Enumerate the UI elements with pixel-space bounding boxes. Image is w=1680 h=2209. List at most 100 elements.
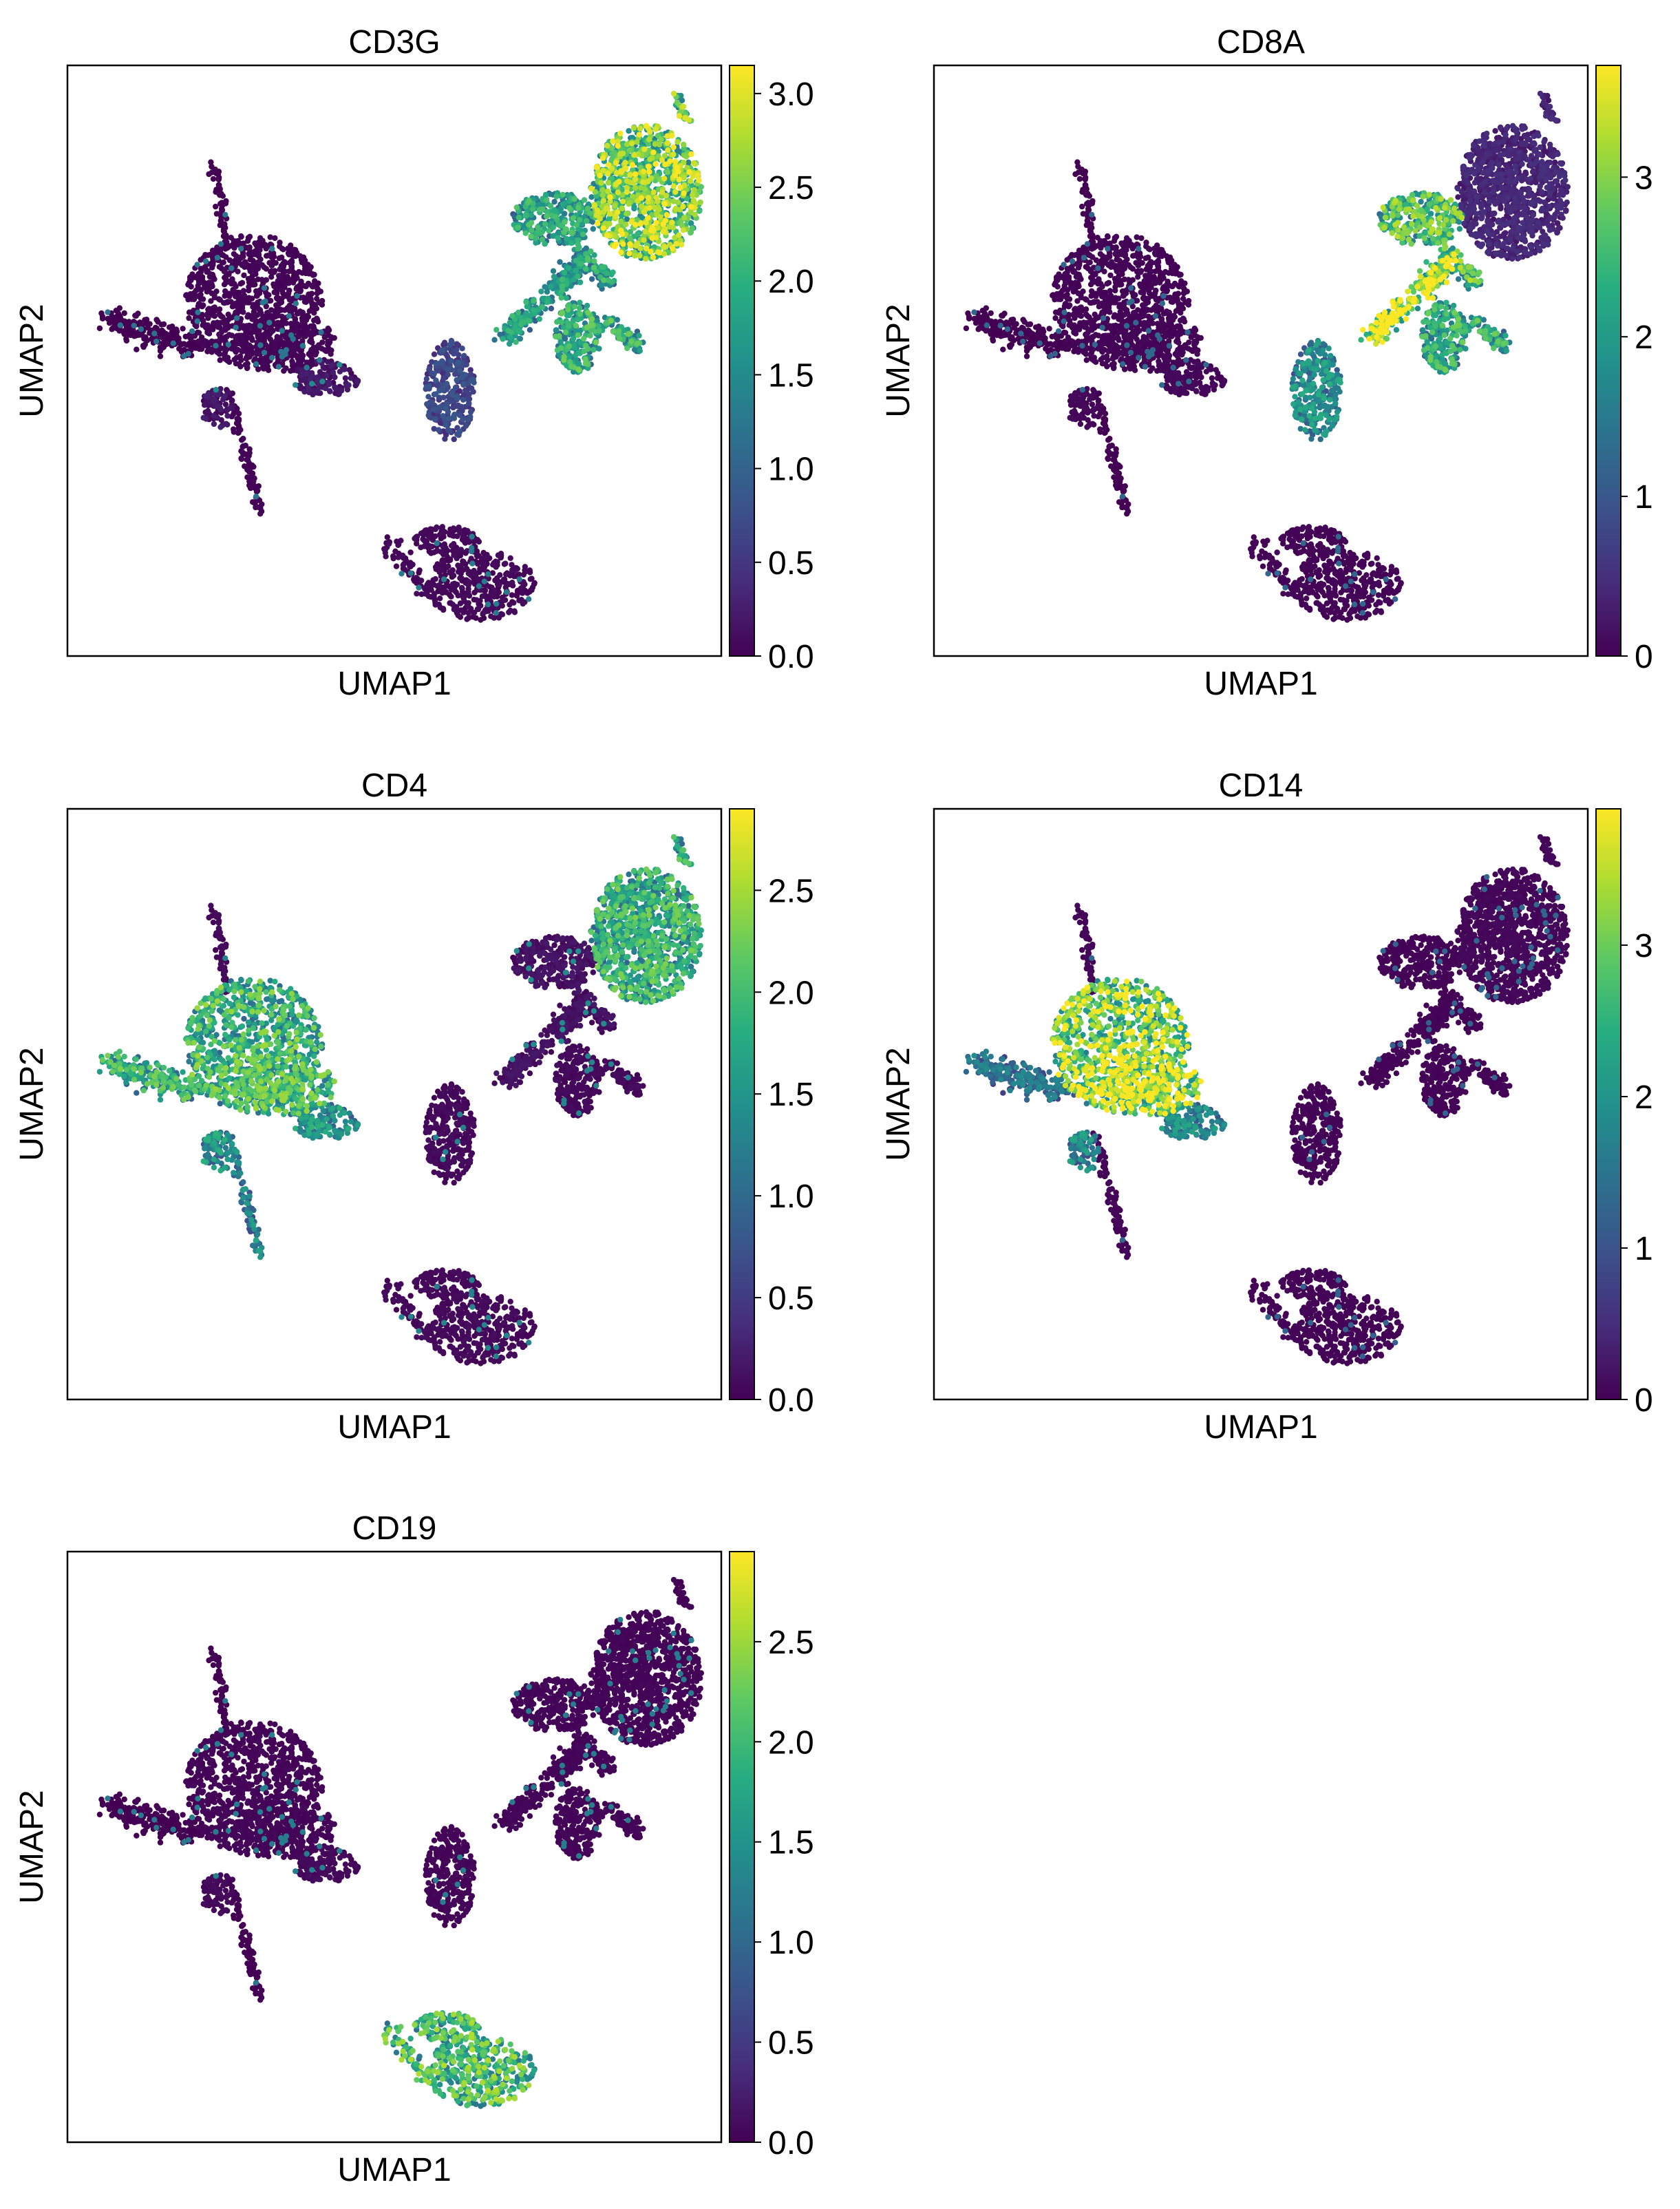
cell-point [1083,182,1088,188]
cell-point [293,382,298,388]
cell-point [661,176,667,181]
scatter-points [97,91,704,623]
cell-point [531,298,536,304]
cell-point [228,281,234,286]
cell-point [595,207,600,213]
cell-point [1102,430,1107,436]
cell-point [1033,335,1039,340]
cell-point [650,149,656,155]
cell-point [593,213,599,218]
cell-point [466,571,471,576]
cell-point [540,207,545,212]
cell-point [635,341,640,346]
colorbar-tick-label: 2.5 [768,170,814,207]
cell-point [620,199,626,204]
cell-point [289,359,295,364]
cell-point [998,330,1003,336]
cell-point [294,293,299,299]
cell-point [251,478,256,484]
cell-point [426,412,432,418]
cell-point [665,169,670,175]
cell-point [245,326,251,332]
cell-point [451,606,457,612]
cell-point [623,222,628,227]
cell-point [257,242,262,248]
cell-point [506,609,511,615]
cell-point [681,191,686,196]
cell-point [142,335,148,340]
cell-point [516,215,522,220]
cell-point [582,357,588,362]
cell-point [432,533,438,539]
cell-point [232,344,237,350]
cell-point [673,206,679,211]
cell-point [458,530,463,536]
colorbar-tick-label: 3.0 [768,76,814,113]
cell-point [311,282,317,287]
cell-point [585,310,591,315]
cell-point [553,214,558,220]
cell-point [560,202,565,207]
cell-point [676,233,681,238]
cell-point [643,256,648,262]
cell-point [458,563,464,569]
cell-point [641,237,646,243]
cell-point [469,533,474,539]
cell-point [345,382,351,388]
cell-point [677,113,682,118]
cell-point [647,156,652,162]
cell-point [496,552,501,558]
cell-point [317,357,322,363]
cell-point [463,423,469,428]
cell-point [628,339,634,344]
cell-point [654,195,659,200]
cell-point [604,142,610,148]
cell-point [173,332,179,338]
cell-point [674,139,680,145]
cell-point [186,315,191,321]
cell-point [643,229,648,234]
cell-point [400,553,405,558]
cell-point [583,343,588,348]
cell-point [518,585,524,591]
cell-point [575,317,581,322]
cell-point [488,613,493,619]
cell-point [439,360,445,366]
cell-point [556,333,562,339]
cell-point [437,595,443,601]
cell-point [212,313,217,319]
cell-point [652,161,658,167]
cell-point [560,277,565,282]
cell-point [983,305,989,310]
cell-point [337,362,342,368]
cell-point [665,147,670,153]
cell-point [268,298,273,304]
cell-point [626,201,631,207]
cell-point [275,296,280,302]
cell-point [485,571,491,577]
cell-point [212,295,217,300]
cell-point [314,316,319,321]
cell-point [616,179,621,184]
cell-point [348,375,354,381]
cell-point [604,206,609,211]
cell-point [164,341,169,347]
cell-point [1116,478,1121,484]
cell-point [615,189,621,195]
cell-point [241,273,246,278]
cell-point [580,231,586,237]
cell-point [460,397,466,403]
cell-point [1107,273,1113,278]
cell-point [645,215,650,220]
cell-point [283,366,288,371]
cell-point [332,385,338,391]
cell-point [681,142,686,147]
cell-point [201,415,206,421]
cell-point [158,353,163,359]
cell-point [553,193,559,199]
cell-point [618,228,624,233]
cell-point [630,162,635,168]
cell-point [312,303,318,308]
cell-point [1082,176,1087,182]
cell-point [588,249,593,254]
